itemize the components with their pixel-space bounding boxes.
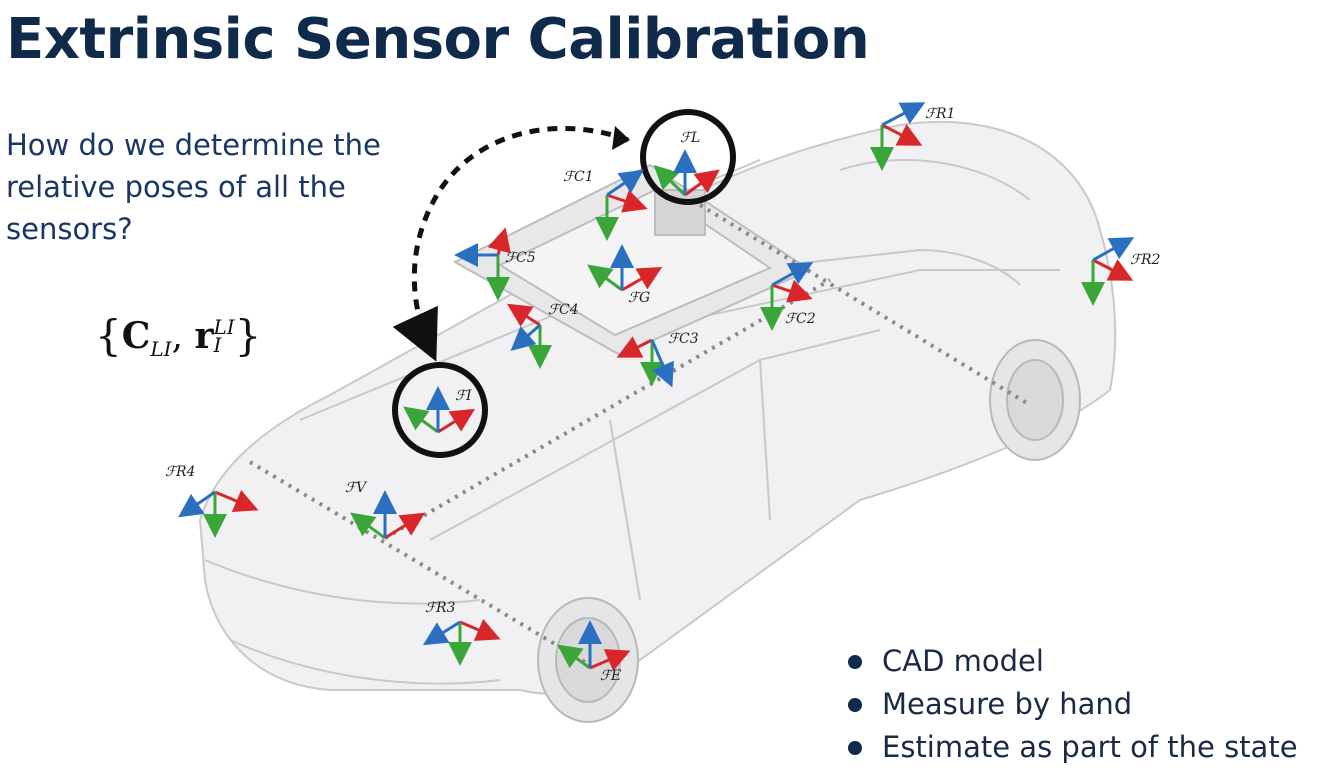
frame-label-C3: ℱC3	[668, 331, 699, 347]
bullet-text: Measure by hand	[882, 687, 1133, 721]
frame-R1	[870, 102, 926, 171]
translation-superscript: LI	[213, 315, 235, 339]
frame-C2	[760, 262, 814, 331]
frame-label-G: ℱG	[628, 290, 650, 306]
bullet-text: Estimate as part of the state	[882, 730, 1298, 764]
frame-label-E: ℱE	[600, 668, 621, 684]
frame-E	[557, 620, 631, 672]
frame-L	[653, 149, 720, 197]
rotation-subscript: LI	[150, 337, 172, 361]
bullet-dot-icon	[848, 697, 862, 712]
l-to-i-arrow	[392, 125, 629, 362]
question-text: How do we determine the relative poses o…	[6, 128, 381, 246]
frame-label-C5: ℱC5	[505, 250, 536, 266]
frame-label-R3: ℱR3	[425, 600, 456, 616]
frame-label-C4: ℱC4	[548, 302, 579, 318]
frame-label-R1: ℱR1	[925, 106, 955, 122]
calibration-methods-list: CAD model Measure by hand Estimate as pa…	[840, 640, 1298, 769]
car-wheels	[537, 339, 1081, 723]
bullet-dot-icon	[848, 740, 862, 755]
bullet-item: Measure by hand	[840, 683, 1298, 726]
frame-R3	[422, 618, 501, 666]
lidar-frame-highlight	[640, 109, 736, 205]
frame-V	[350, 490, 426, 540]
frame-C1	[595, 169, 648, 241]
frame-C3	[616, 336, 674, 388]
imu-frame-highlight	[392, 362, 488, 458]
i-to-l-arrowhead	[612, 126, 630, 150]
translation-subscript: I	[213, 333, 222, 357]
frame-label-C2: ℱC2	[785, 311, 816, 327]
frame-R4	[178, 489, 259, 538]
frame-G	[587, 244, 663, 292]
frame-connectors	[248, 203, 1032, 667]
frame-label-R2: ℱR2	[1130, 252, 1161, 268]
frame-label-C1: ℱC1	[563, 169, 594, 185]
frame-I	[403, 386, 476, 434]
frame-C5	[454, 227, 511, 301]
calibration-equation: {CLI, r LI I}	[95, 311, 262, 362]
frame-label-R4: ℱR4	[165, 464, 195, 480]
frame-label-I: ℱI	[455, 388, 472, 404]
bullet-dot-icon	[848, 654, 862, 669]
bullet-text: CAD model	[882, 644, 1044, 678]
rotation-symbol: C	[121, 315, 151, 357]
translation-symbol: r	[194, 315, 214, 357]
frame-C4	[506, 303, 552, 369]
bullet-item: Estimate as part of the state	[840, 726, 1298, 769]
slide-title: Extrinsic Sensor Calibration	[6, 7, 870, 72]
frame-label-L: ℱL	[680, 130, 700, 146]
bullet-item: CAD model	[840, 640, 1298, 683]
frame-R2	[1081, 237, 1135, 306]
frame-label-V: ℱV	[345, 480, 368, 496]
